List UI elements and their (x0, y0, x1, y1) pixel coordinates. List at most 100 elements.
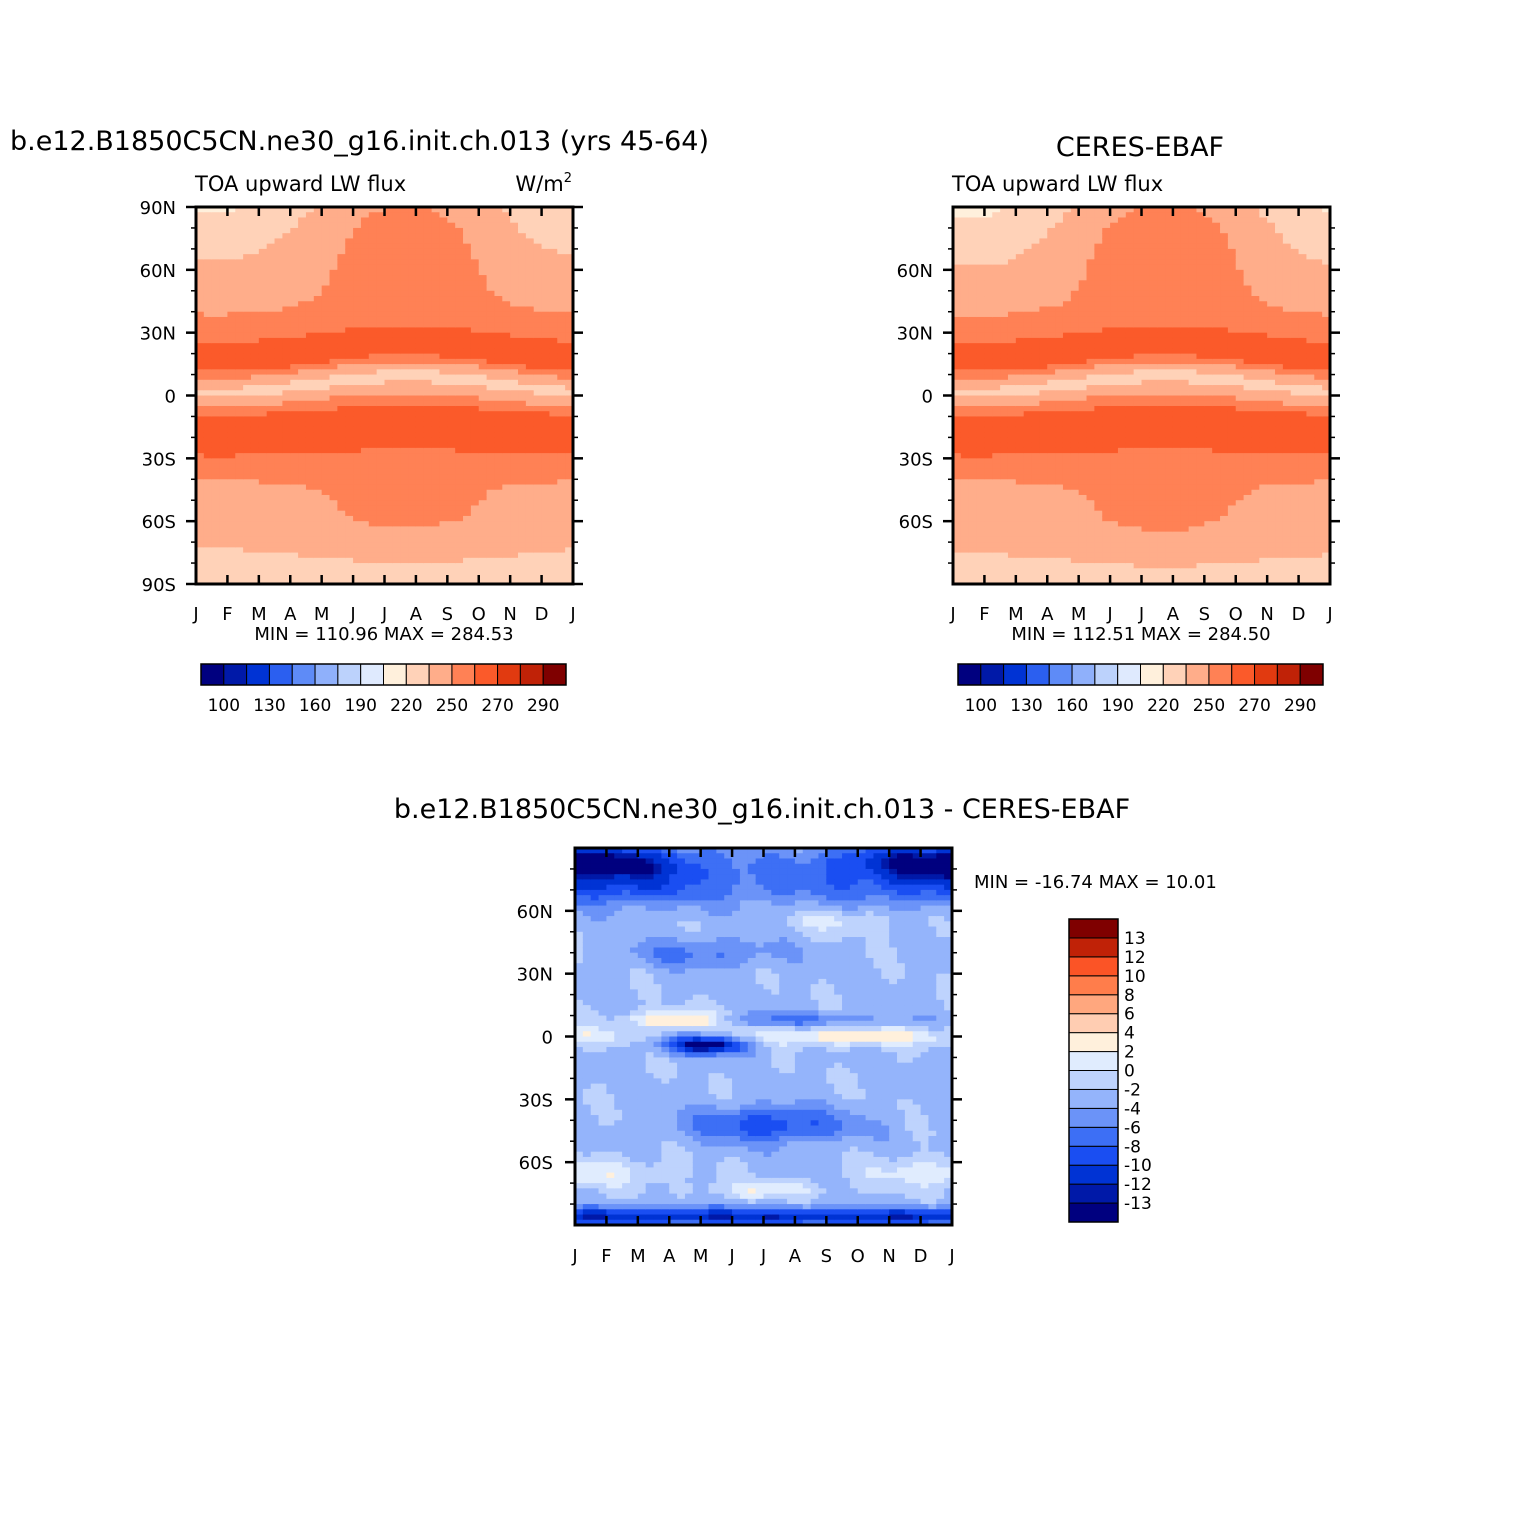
model-cell (525, 547, 535, 554)
obs-cell (976, 222, 986, 229)
obs-cell (968, 212, 978, 219)
model-cell (557, 259, 566, 266)
model-cell (196, 505, 205, 512)
model-cell (211, 254, 221, 260)
obs-cell (1031, 521, 1040, 528)
model-cell (384, 222, 393, 229)
model-cell (384, 536, 393, 543)
obs-cell (968, 468, 978, 475)
model-cell (329, 316, 338, 323)
model-cell (439, 385, 448, 391)
model-cell (313, 552, 323, 559)
model-cell (415, 453, 425, 459)
obs-cell (1094, 327, 1103, 334)
model-cell (502, 222, 511, 229)
model-cell (274, 578, 283, 585)
obs-cell (1039, 280, 1048, 287)
model-cell (329, 437, 338, 444)
obs-cell (1062, 405, 1072, 412)
model-cell (274, 494, 283, 501)
model-cell (337, 400, 346, 407)
model-cell (274, 515, 283, 522)
obs-cell (1062, 515, 1072, 522)
model-cell (337, 411, 346, 418)
model-cell (211, 238, 221, 245)
model-cell (463, 248, 472, 255)
model-cell (423, 322, 433, 329)
model-cell (321, 238, 331, 245)
obs-cell (1055, 369, 1064, 376)
model-cell (470, 390, 480, 397)
obs-cell (1102, 306, 1111, 313)
obs-cell (1094, 369, 1103, 376)
obs-cell (984, 578, 993, 585)
model-cell (447, 322, 456, 329)
model-cell (298, 233, 307, 240)
model-cell (203, 364, 213, 370)
model-cell (282, 542, 291, 548)
model-cell (376, 400, 386, 407)
obs-cell (1039, 453, 1048, 459)
obs-cell (1000, 442, 1009, 449)
model-cell (243, 385, 252, 391)
model-cell (203, 453, 213, 459)
model-cell (510, 348, 519, 355)
obs-cell (1070, 405, 1080, 412)
model-cell (219, 358, 229, 365)
model-cell (510, 411, 519, 418)
model-cell (353, 416, 362, 423)
model-cell (211, 563, 221, 569)
model-cell (541, 358, 551, 365)
model-cell (298, 494, 307, 501)
model-cell (376, 500, 386, 507)
model-cell (203, 568, 213, 575)
model-cell (525, 578, 535, 585)
obs-cell (1094, 222, 1103, 229)
model-cell (431, 264, 441, 271)
model-cell (408, 322, 417, 329)
model-cell (376, 337, 386, 344)
model-cell (243, 552, 252, 559)
model-cell (211, 358, 221, 365)
model-cell (565, 510, 574, 517)
model-cell (368, 526, 378, 533)
model-cell (329, 494, 338, 501)
obs-cell (1102, 390, 1111, 397)
model-cell (400, 458, 409, 465)
obs-cell (1007, 322, 1017, 329)
obs-cell (1062, 568, 1072, 575)
model-cell (196, 453, 205, 459)
model-cell (258, 353, 268, 360)
model-cell (533, 474, 543, 480)
model-cell (455, 474, 464, 480)
model-cell (439, 379, 448, 386)
model-cell (282, 207, 291, 213)
model-cell (392, 437, 401, 444)
model-cell (486, 573, 496, 580)
model-cell (384, 405, 393, 412)
model-cell (227, 521, 236, 528)
model-cell (243, 531, 252, 538)
model-cell (274, 358, 283, 365)
model-cell (376, 563, 386, 569)
model-cell (541, 437, 551, 444)
model-cell (290, 432, 299, 438)
model-cell (408, 578, 417, 585)
obs-cell (992, 296, 1001, 302)
obs-cell (1015, 327, 1025, 334)
obs-cell (960, 510, 970, 517)
model-cell (400, 552, 409, 559)
model-cell (423, 421, 433, 428)
model-cell (368, 400, 378, 407)
model-cell (541, 484, 551, 491)
model-cell (557, 227, 566, 234)
model-cell (478, 269, 488, 276)
obs-cell (1015, 222, 1025, 229)
model-cell (455, 327, 464, 334)
model-cell (227, 269, 236, 276)
model-cell (439, 301, 448, 308)
model-cell (541, 243, 551, 250)
obs-cell (1062, 222, 1072, 229)
model-cell (423, 259, 433, 266)
obs-cell (976, 390, 986, 397)
